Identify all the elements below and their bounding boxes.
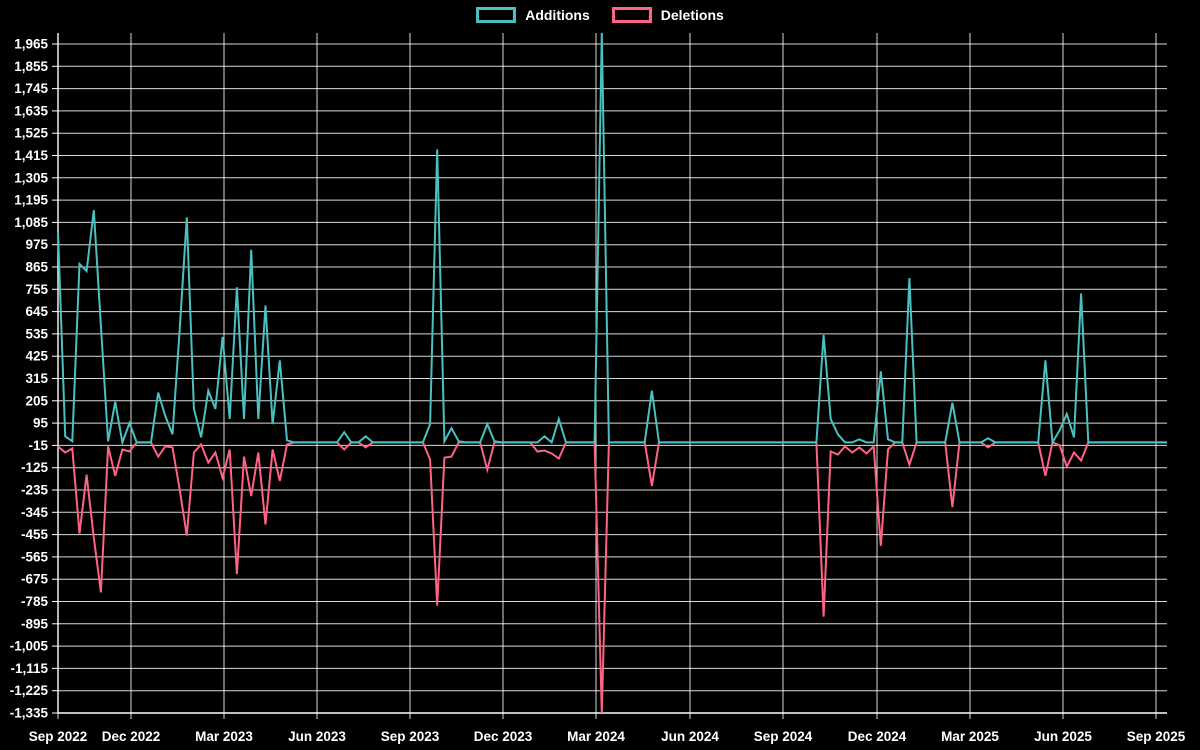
y-tick-label: 205	[25, 393, 48, 408]
deletions-swatch-icon	[611, 7, 652, 23]
y-tick-label: 1,195	[14, 193, 48, 208]
y-tick-label: -675	[21, 572, 49, 587]
y-tick-label: 1,635	[14, 103, 48, 118]
y-tick-label: -785	[21, 594, 49, 609]
y-tick-label: 1,855	[14, 59, 48, 74]
x-axis-grid: Sep 2022 Dec 2022 Mar 2023 Jun 2023 Sep 2023…	[29, 33, 1186, 744]
x-tick-label: Mar 2025	[941, 729, 999, 744]
y-tick-label: 755	[25, 282, 48, 297]
x-tick-label: Dec 2024	[848, 729, 907, 744]
x-tick-label: Sep 2025	[1127, 729, 1186, 744]
y-tick-label: 315	[25, 371, 48, 386]
y-tick-label: 425	[25, 349, 48, 364]
additions-line	[57, 32, 1167, 447]
y-tick-label: -895	[21, 616, 49, 631]
y-tick-label: 865	[25, 260, 48, 275]
legend-item-additions[interactable]: Additions	[476, 7, 590, 23]
x-tick-label: Mar 2024	[567, 729, 625, 744]
y-tick-label: -345	[21, 505, 49, 520]
y-tick-label: 975	[25, 237, 48, 252]
y-tick-label: -1,335	[10, 706, 49, 721]
y-tick-label: -1,115	[10, 661, 48, 676]
y-tick-label: 1,965	[14, 37, 48, 52]
y-tick-label: -15	[28, 438, 48, 453]
y-tick-label: 645	[25, 304, 48, 319]
y-axis-grid: 1,965 1,855 1,745 1,635 1,525 1,415 1,305 1,195…	[10, 37, 1167, 721]
y-tick-label: -125	[21, 460, 49, 475]
x-tick-label: Jun 2024	[661, 729, 719, 744]
x-tick-label: Sep 2024	[754, 729, 813, 744]
y-tick-label: 1,415	[14, 148, 48, 163]
y-tick-label: 1,745	[14, 81, 48, 96]
legend-label-deletions: Deletions	[660, 7, 724, 23]
additions-swatch-icon	[476, 7, 517, 23]
x-tick-label: Sep 2022	[29, 729, 88, 744]
y-tick-label: -1,225	[10, 683, 49, 698]
x-tick-label: Dec 2023	[474, 729, 533, 744]
x-tick-label: Mar 2023	[195, 729, 253, 744]
y-tick-label: 535	[25, 326, 48, 341]
x-tick-label: Jun 2023	[288, 729, 346, 744]
x-tick-label: Sep 2023	[381, 729, 440, 744]
chart-legend: Additions Deletions	[0, 7, 1200, 23]
y-tick-label: -455	[21, 527, 49, 542]
y-tick-label: -1,005	[10, 639, 49, 654]
y-tick-label: -235	[21, 483, 49, 498]
legend-item-deletions[interactable]: Deletions	[611, 7, 724, 23]
legend-label-additions: Additions	[525, 7, 590, 23]
y-tick-label: 95	[33, 416, 49, 431]
x-tick-label: Dec 2022	[102, 729, 161, 744]
y-tick-label: 1,305	[14, 170, 48, 185]
y-tick-label: -565	[21, 549, 49, 564]
y-tick-label: 1,085	[14, 215, 48, 230]
y-tick-label: 1,525	[14, 126, 48, 141]
x-tick-label: Jun 2025	[1034, 729, 1092, 744]
